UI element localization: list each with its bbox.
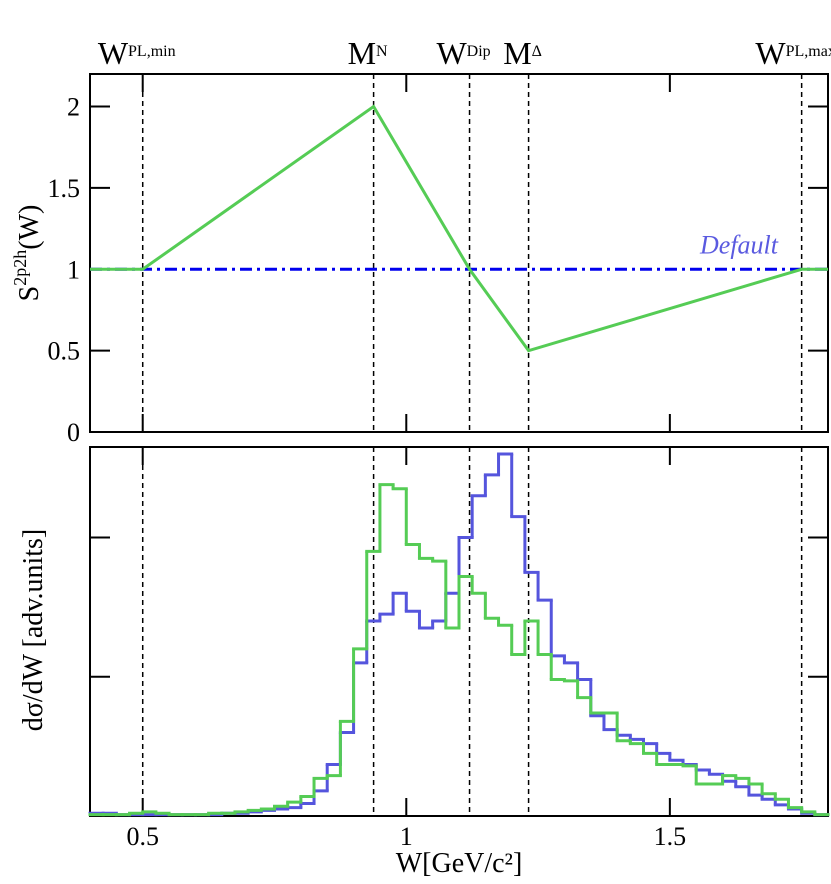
marker-symbol: M <box>503 35 531 71</box>
y-tick-label: 2 <box>67 93 80 122</box>
y-tick-label: 1.5 <box>48 174 81 203</box>
marker-label: WPL,min <box>98 35 176 71</box>
y-tick-label: 0.5 <box>48 337 81 366</box>
marker-label: WPL,max <box>755 35 831 71</box>
x-axis-label: W[GeV/c²] <box>396 848 523 879</box>
marker-symbol: W <box>436 35 467 71</box>
marker-subscript: PL,min <box>128 43 176 60</box>
marker-subscript: Δ <box>532 43 542 60</box>
x-tick-label: 1 <box>400 822 413 851</box>
y-label-tail: (W) <box>14 205 45 250</box>
y-label-sup: 2p2h <box>10 250 30 286</box>
marker-symbol: W <box>98 35 129 71</box>
marker-subscript: Dip <box>467 43 491 60</box>
series-label: Default <box>699 230 779 259</box>
x-tick-label: 0.5 <box>126 822 159 851</box>
marker-symbol: W <box>755 35 786 71</box>
bottom-frame <box>89 446 829 817</box>
marker-symbol: M <box>348 35 376 71</box>
series-line <box>90 104 828 353</box>
top-frame <box>89 73 829 433</box>
marker-label: MN <box>348 35 388 71</box>
y-tick-label: 1 <box>67 255 80 284</box>
y-axis-label: dσ/dW [adv.units] <box>18 529 49 732</box>
marker-label: WDip <box>436 35 490 71</box>
y-tick-label: 0 <box>67 418 80 447</box>
marker-subscript: PL,max <box>786 43 831 60</box>
x-tick-label: 1.5 <box>654 822 687 851</box>
y-axis-label: S2p2h(W) <box>10 205 45 302</box>
y-label-main: S <box>14 286 45 302</box>
marker-subscript: N <box>376 43 388 60</box>
marker-label: MΔ <box>503 35 542 71</box>
